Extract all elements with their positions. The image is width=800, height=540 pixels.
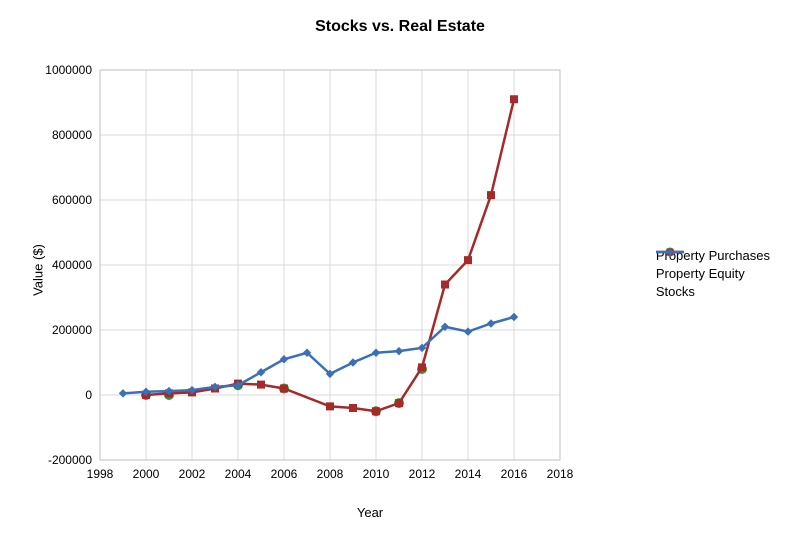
x-tick-label: 2010 [363, 467, 390, 481]
x-tick-label: 2018 [547, 467, 574, 481]
x-tick-label: 2008 [317, 467, 344, 481]
legend-label: Property Equity [656, 266, 745, 281]
y-tick-label: 0 [85, 388, 92, 402]
x-tick-label: 2016 [501, 467, 528, 481]
x-tick-label: 2002 [179, 467, 206, 481]
x-tick-label: 1998 [87, 467, 114, 481]
x-tick-label: 2004 [225, 467, 252, 481]
legend-swatch [656, 245, 684, 259]
y-tick-label: 200000 [52, 323, 92, 337]
y-tick-label: 1000000 [45, 63, 92, 77]
x-tick-label: 2000 [133, 467, 160, 481]
y-tick-label: 600000 [52, 193, 92, 207]
legend: Property PurchasesProperty EquityStocks [656, 245, 770, 302]
x-tick-label: 2012 [409, 467, 436, 481]
x-tick-label: 2006 [271, 467, 298, 481]
legend-item: Property Equity [656, 266, 770, 281]
x-tick-label: 2014 [455, 467, 482, 481]
y-tick-label: 400000 [52, 258, 92, 272]
chart-container: Stocks vs. Real Estate Value ($) Year 19… [0, 0, 800, 540]
legend-item: Stocks [656, 284, 770, 299]
y-tick-label: -200000 [48, 453, 92, 467]
y-tick-label: 800000 [52, 128, 92, 142]
legend-label: Stocks [656, 284, 695, 299]
